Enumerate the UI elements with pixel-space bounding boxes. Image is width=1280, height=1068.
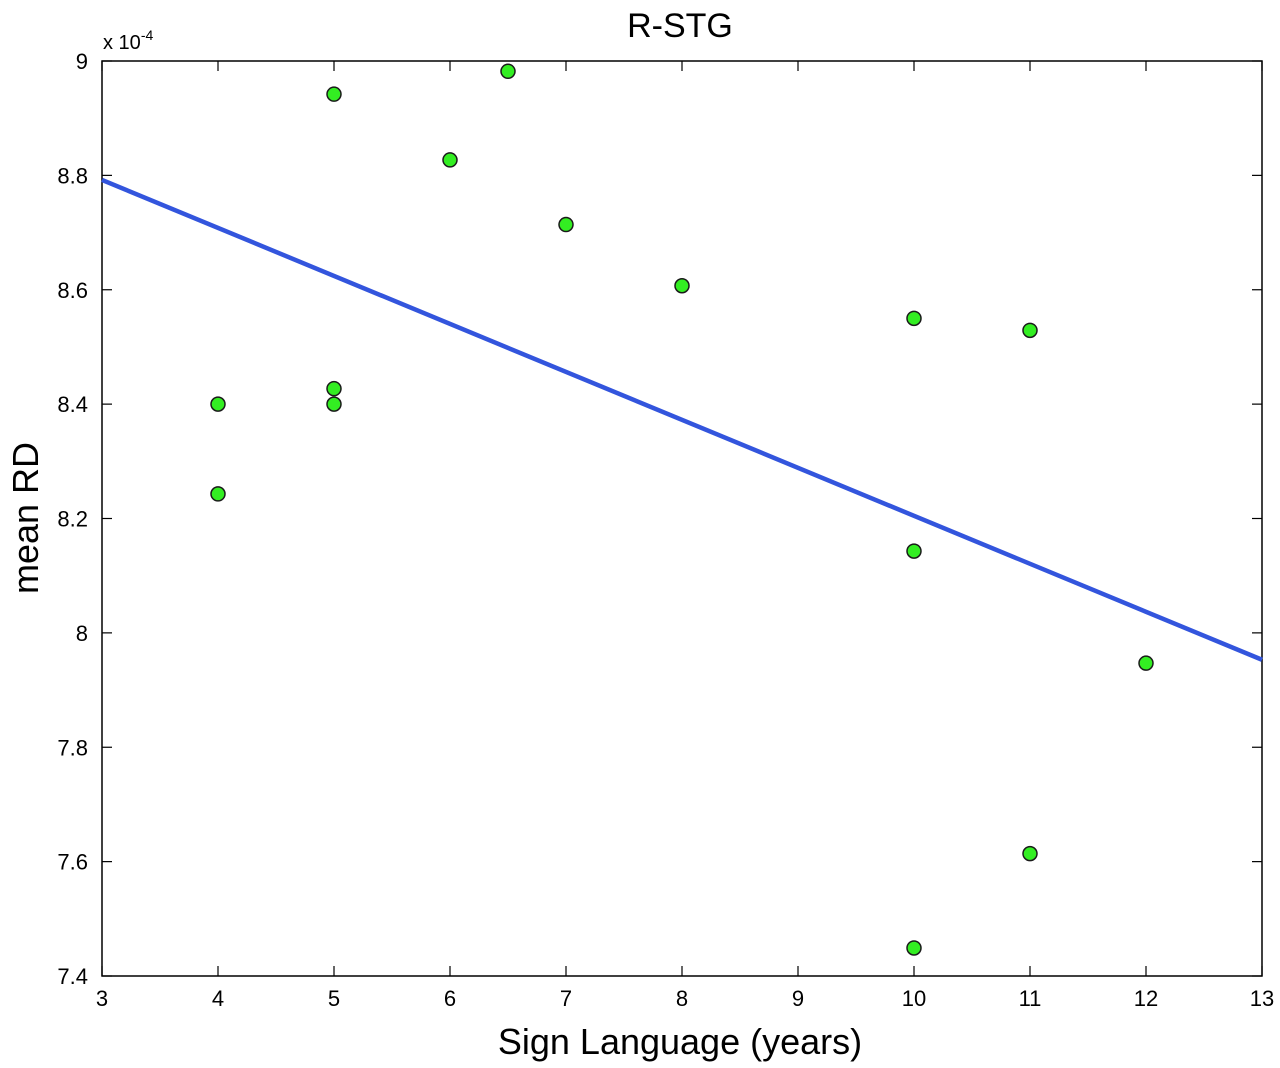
y-axis-label: mean RD xyxy=(5,442,46,594)
y-tick-label: 8.8 xyxy=(57,163,88,188)
x-tick-label: 3 xyxy=(96,986,108,1011)
x-tick-label: 11 xyxy=(1019,986,1042,1011)
y-tick-label: 7.6 xyxy=(57,850,88,875)
y-multiplier-exponent: -4 xyxy=(141,27,154,43)
x-tick-label: 9 xyxy=(792,986,804,1011)
x-tick-label: 8 xyxy=(676,986,688,1011)
x-tick-label: 6 xyxy=(444,986,456,1011)
y-tick-label: 8.2 xyxy=(57,507,88,532)
y-tick-label: 7.8 xyxy=(57,735,88,760)
x-tick-label: 12 xyxy=(1134,986,1158,1011)
data-point xyxy=(326,380,342,397)
data-point xyxy=(906,310,922,327)
y-tick-label: 8.4 xyxy=(57,392,88,417)
x-tick-label: 5 xyxy=(328,986,340,1011)
data-point xyxy=(1022,322,1038,339)
data-point xyxy=(906,543,922,559)
y-tick-label: 7.4 xyxy=(57,964,88,989)
data-point xyxy=(326,86,342,102)
plot-area: 3 4 5 6 7 8 9 10 11 12 13 7.4 7.6 7.8 8 8.2 8.4 8.6 8.8 9 xyxy=(57,49,1274,1011)
x-tick-label: 13 xyxy=(1250,986,1274,1011)
y-multiplier: x 10-4 xyxy=(103,27,153,54)
data-point xyxy=(326,396,342,412)
data-point xyxy=(442,152,458,168)
data-point xyxy=(674,277,690,294)
data-point xyxy=(210,396,226,412)
chart-title: R-STG xyxy=(627,7,733,45)
x-tick-label: 4 xyxy=(212,986,224,1011)
x-axis-label: Sign Language (years) xyxy=(498,1021,862,1062)
axes-box xyxy=(101,60,1263,977)
y-tick-label: 9 xyxy=(76,49,88,74)
data-point xyxy=(906,940,922,956)
y-tick-label: 8.6 xyxy=(57,278,88,303)
data-point xyxy=(1022,845,1038,862)
x-tick-label: 10 xyxy=(902,986,926,1011)
regression-line xyxy=(101,177,1263,662)
data-point xyxy=(500,63,516,80)
data-point xyxy=(558,216,574,233)
data-point xyxy=(1138,655,1154,671)
data-point xyxy=(210,486,226,502)
x-tick-label: 7 xyxy=(560,986,572,1011)
y-multiplier-base: x 10 xyxy=(103,32,141,54)
y-tick-label: 8 xyxy=(76,621,88,646)
